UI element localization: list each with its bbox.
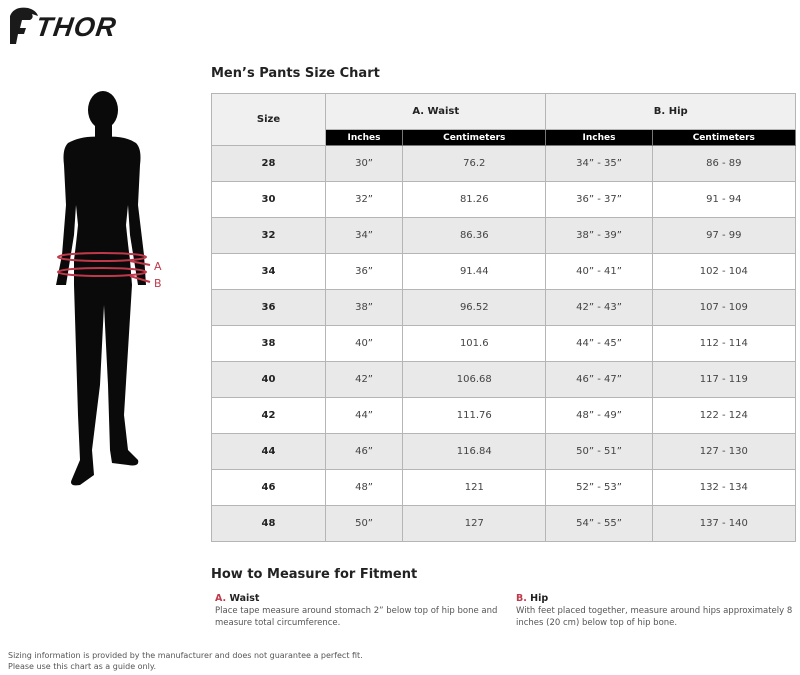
waist-cm-cell: 127 xyxy=(402,505,547,542)
hip-cm-cell: 102 - 104 xyxy=(651,253,797,290)
hip-inches-cell: 46” - 47” xyxy=(545,361,653,398)
size-cell: 42 xyxy=(211,397,326,434)
hip-inches-cell: 54” - 55” xyxy=(545,505,653,542)
waist-cm-cell: 116.84 xyxy=(402,433,547,470)
hip-inches-cell: 52” - 53” xyxy=(545,469,653,506)
size-chart-table: Size A. Waist B. Hip Inches Centimeters … xyxy=(211,93,797,542)
waist-letter: A. xyxy=(215,593,227,604)
disclaimer-line: Please use this chart as a guide only. xyxy=(8,662,156,671)
waist-inches-cell: 32” xyxy=(324,181,404,218)
table-row: 44 46” 116.84 50” - 51” 127 - 130 xyxy=(211,433,797,470)
table-row: 36 38” 96.52 42” - 43” 107 - 109 xyxy=(211,289,797,326)
waist-inches-cell: 48” xyxy=(324,469,404,506)
waist-cm-cell: 111.76 xyxy=(402,397,547,434)
waist-text: Place tape measure around stomach 2” bel… xyxy=(215,606,498,628)
hip-inches-cell: 42” - 43” xyxy=(545,289,653,326)
hip-header: B. Hip xyxy=(545,93,796,130)
hip-cm-cell: 127 - 130 xyxy=(651,433,797,470)
label-b: B xyxy=(154,277,162,290)
hip-inches-cell: 40” - 41” xyxy=(545,253,653,290)
size-cell: 38 xyxy=(211,325,326,362)
hip-inches-cell: 50” - 51” xyxy=(545,433,653,470)
size-cell: 30 xyxy=(211,181,326,218)
waist-inches-header: Inches xyxy=(324,129,404,146)
hip-label: Hip xyxy=(530,593,549,604)
hip-cm-cell: 107 - 109 xyxy=(651,289,797,326)
hip-cm-cell: 132 - 134 xyxy=(651,469,797,506)
size-cell: 40 xyxy=(211,361,326,398)
table-row: 46 48” 121 52” - 53” 132 - 134 xyxy=(211,469,797,506)
hip-cm-cell: 122 - 124 xyxy=(651,397,797,434)
waist-label: Waist xyxy=(229,593,260,604)
waist-cm-cell: 106.68 xyxy=(402,361,547,398)
waist-cm-cell: 81.26 xyxy=(402,181,547,218)
size-cell: 32 xyxy=(211,217,326,254)
waist-inches-cell: 42” xyxy=(324,361,404,398)
size-cell: 46 xyxy=(211,469,326,506)
hip-cm-cell: 137 - 140 xyxy=(651,505,797,542)
hip-inches-header: Inches xyxy=(545,129,653,146)
hip-inches-cell: 48” - 49” xyxy=(545,397,653,434)
hip-letter: B. xyxy=(516,593,527,604)
waist-inches-cell: 46” xyxy=(324,433,404,470)
table-row: 38 40” 101.6 44” - 45” 112 - 114 xyxy=(211,325,797,362)
hip-cm-header: Centimeters xyxy=(651,129,797,146)
label-a: A xyxy=(154,260,162,273)
waist-cm-header: Centimeters xyxy=(402,129,547,146)
howto-title: How to Measure for Fitment xyxy=(211,567,418,582)
disclaimer: Sizing information is provided by the ma… xyxy=(8,650,363,672)
waist-inches-cell: 50” xyxy=(324,505,404,542)
table-row: 48 50” 127 54” - 55” 137 - 140 xyxy=(211,505,797,542)
waist-cm-cell: 101.6 xyxy=(402,325,547,362)
table-row: 40 42” 106.68 46” - 47” 117 - 119 xyxy=(211,361,797,398)
thor-helmet-icon xyxy=(10,7,38,44)
hip-measure-line xyxy=(57,267,147,277)
size-cell: 36 xyxy=(211,289,326,326)
waist-cm-cell: 96.52 xyxy=(402,289,547,326)
waist-inches-cell: 30” xyxy=(324,145,404,182)
hip-text: With feet placed together, measure aroun… xyxy=(516,606,793,628)
table-row: 28 30” 76.2 34” - 35” 86 - 89 xyxy=(211,145,797,182)
size-cell: 34 xyxy=(211,253,326,290)
hip-inches-cell: 44” - 45” xyxy=(545,325,653,362)
brand-wordmark: THOR xyxy=(33,12,119,42)
hip-inches-cell: 38” - 39” xyxy=(545,217,653,254)
waist-cm-cell: 91.44 xyxy=(402,253,547,290)
page-title: Men’s Pants Size Chart xyxy=(211,66,380,81)
thor-logo: THOR xyxy=(6,4,131,46)
hip-cm-cell: 86 - 89 xyxy=(651,145,797,182)
waist-cm-cell: 86.36 xyxy=(402,217,547,254)
waist-inches-cell: 34” xyxy=(324,217,404,254)
hip-cm-cell: 91 - 94 xyxy=(651,181,797,218)
waist-inches-cell: 36” xyxy=(324,253,404,290)
waist-cm-cell: 76.2 xyxy=(402,145,547,182)
size-header: Size xyxy=(211,93,326,146)
hip-cm-cell: 97 - 99 xyxy=(651,217,797,254)
waist-header: A. Waist xyxy=(324,93,547,130)
size-cell: 44 xyxy=(211,433,326,470)
table-row: 30 32” 81.26 36” - 37” 91 - 94 xyxy=(211,181,797,218)
waist-measure-line xyxy=(57,252,147,262)
hip-instructions: B. Hip With feet placed together, measur… xyxy=(516,593,796,629)
body-silhouette-figure: A B xyxy=(56,91,162,486)
disclaimer-line: Sizing information is provided by the ma… xyxy=(8,651,363,660)
hip-cm-cell: 112 - 114 xyxy=(651,325,797,362)
waist-inches-cell: 40” xyxy=(324,325,404,362)
table-row: 34 36” 91.44 40” - 41” 102 - 104 xyxy=(211,253,797,290)
table-row: 32 34” 86.36 38” - 39” 97 - 99 xyxy=(211,217,797,254)
waist-instructions: A. Waist Place tape measure around stoma… xyxy=(215,593,505,629)
size-cell: 28 xyxy=(211,145,326,182)
waist-inches-cell: 44” xyxy=(324,397,404,434)
waist-inches-cell: 38” xyxy=(324,289,404,326)
waist-cm-cell: 121 xyxy=(402,469,547,506)
hip-cm-cell: 117 - 119 xyxy=(651,361,797,398)
hip-inches-cell: 36” - 37” xyxy=(545,181,653,218)
hip-inches-cell: 34” - 35” xyxy=(545,145,653,182)
size-cell: 48 xyxy=(211,505,326,542)
table-row: 42 44” 111.76 48” - 49” 122 - 124 xyxy=(211,397,797,434)
